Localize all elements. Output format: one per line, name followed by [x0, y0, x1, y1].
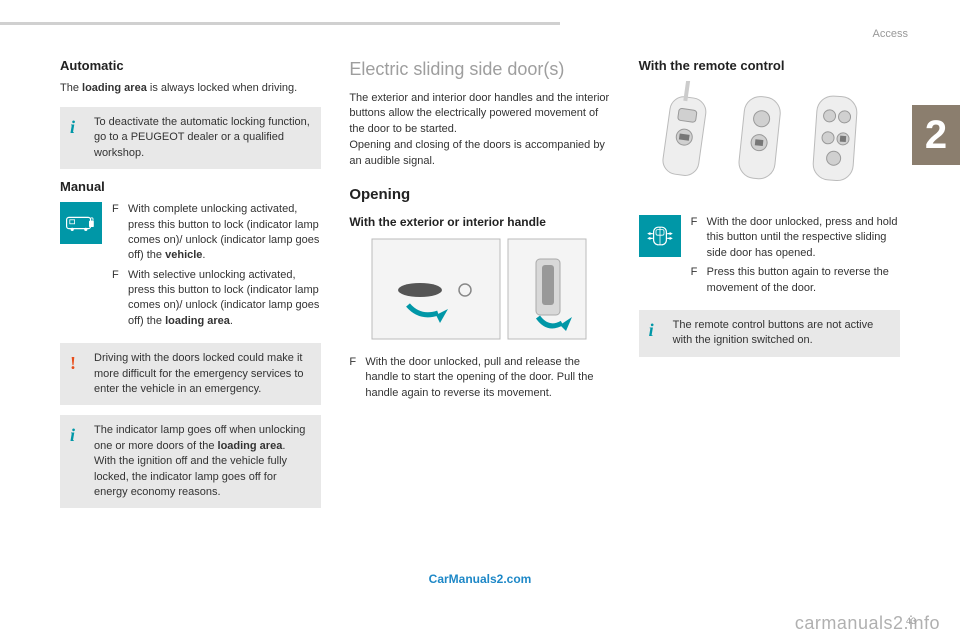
bullet-text: With the door unlocked, press and hold t… — [707, 215, 900, 261]
remote-row: F With the door unlocked, press and hold… — [639, 215, 900, 300]
column-2: Electric sliding side door(s) The exteri… — [349, 58, 610, 518]
info-ignition: The remote control buttons are not activ… — [639, 310, 900, 357]
automatic-text: The loading area is always locked when d… — [60, 81, 321, 97]
heading-handle: With the exterior or interior handle — [349, 215, 610, 229]
bullet-mark: F — [691, 215, 701, 261]
warning-emergency: Driving with the doors locked could make… — [60, 343, 321, 405]
heading-remote: With the remote control — [639, 58, 900, 73]
section-header: Access — [873, 28, 908, 40]
watermark-link: CarManuals2.com — [429, 572, 532, 586]
chapter-tab: 2 — [912, 105, 960, 165]
manual-row: F With complete unlocking activated, pre… — [60, 202, 321, 333]
bullet-mark: F — [112, 202, 122, 264]
keys-illustration — [639, 81, 900, 201]
column-3: With the remote control — [639, 58, 900, 518]
bullet-mark: F — [112, 268, 122, 330]
van-lock-icon — [60, 202, 102, 244]
intro-text: The exterior and interior door handles a… — [349, 91, 610, 171]
bullet-mark: F — [691, 265, 701, 296]
main-columns: Automatic The loading area is always loc… — [60, 58, 900, 518]
text-pre: The — [60, 82, 82, 94]
van-svg — [65, 212, 97, 234]
handle-svg — [370, 235, 590, 345]
bullet-item: F With the door unlocked, pull and relea… — [349, 355, 610, 401]
car-svg — [644, 225, 676, 247]
car-door-icon — [639, 215, 681, 257]
info-deactivate: To deactivate the automatic locking func… — [60, 107, 321, 169]
bullet-text: With complete unlocking activated, press… — [128, 202, 321, 264]
page-number: 43 — [906, 616, 916, 626]
remote-bullets: F With the door unlocked, press and hold… — [691, 215, 900, 300]
info2-bold: loading area — [218, 440, 283, 452]
heading-automatic: Automatic — [60, 58, 321, 73]
watermark-footer: carmanuals2.info — [795, 613, 940, 634]
bullet-mark: F — [349, 355, 359, 401]
column-1: Automatic The loading area is always loc… — [60, 58, 321, 518]
bullet-item: F With complete unlocking activated, pre… — [112, 202, 321, 264]
bullet-text: With the door unlocked, pull and release… — [365, 355, 610, 401]
bt-pre: With complete unlocking activated, press… — [128, 203, 319, 261]
keys-svg — [654, 81, 884, 201]
manual-bullets: F With complete unlocking activated, pre… — [112, 202, 321, 333]
bt-bold: vehicle — [165, 249, 202, 261]
info-indicator: The indicator lamp goes off when unlocki… — [60, 415, 321, 508]
heading-opening: Opening — [349, 186, 610, 205]
handle-illustration — [349, 235, 610, 345]
top-rule — [0, 22, 560, 25]
bt-post: . — [230, 315, 233, 327]
bullet-item: F With selective unlocking activated, pr… — [112, 268, 321, 330]
bullet-text: With selective unlocking activated, pres… — [128, 268, 321, 330]
bullet-item: F Press this button again to reverse the… — [691, 265, 900, 296]
bt-post: . — [202, 249, 205, 261]
text-bold: loading area — [82, 82, 147, 94]
text-post: is always locked when driving. — [147, 82, 297, 94]
bullet-item: F With the door unlocked, press and hold… — [691, 215, 900, 261]
bullet-text: Press this button again to reverse the m… — [707, 265, 900, 296]
heading-manual: Manual — [60, 179, 321, 194]
section-title: Electric sliding side door(s) — [349, 58, 610, 81]
bt-bold: loading area — [165, 315, 230, 327]
